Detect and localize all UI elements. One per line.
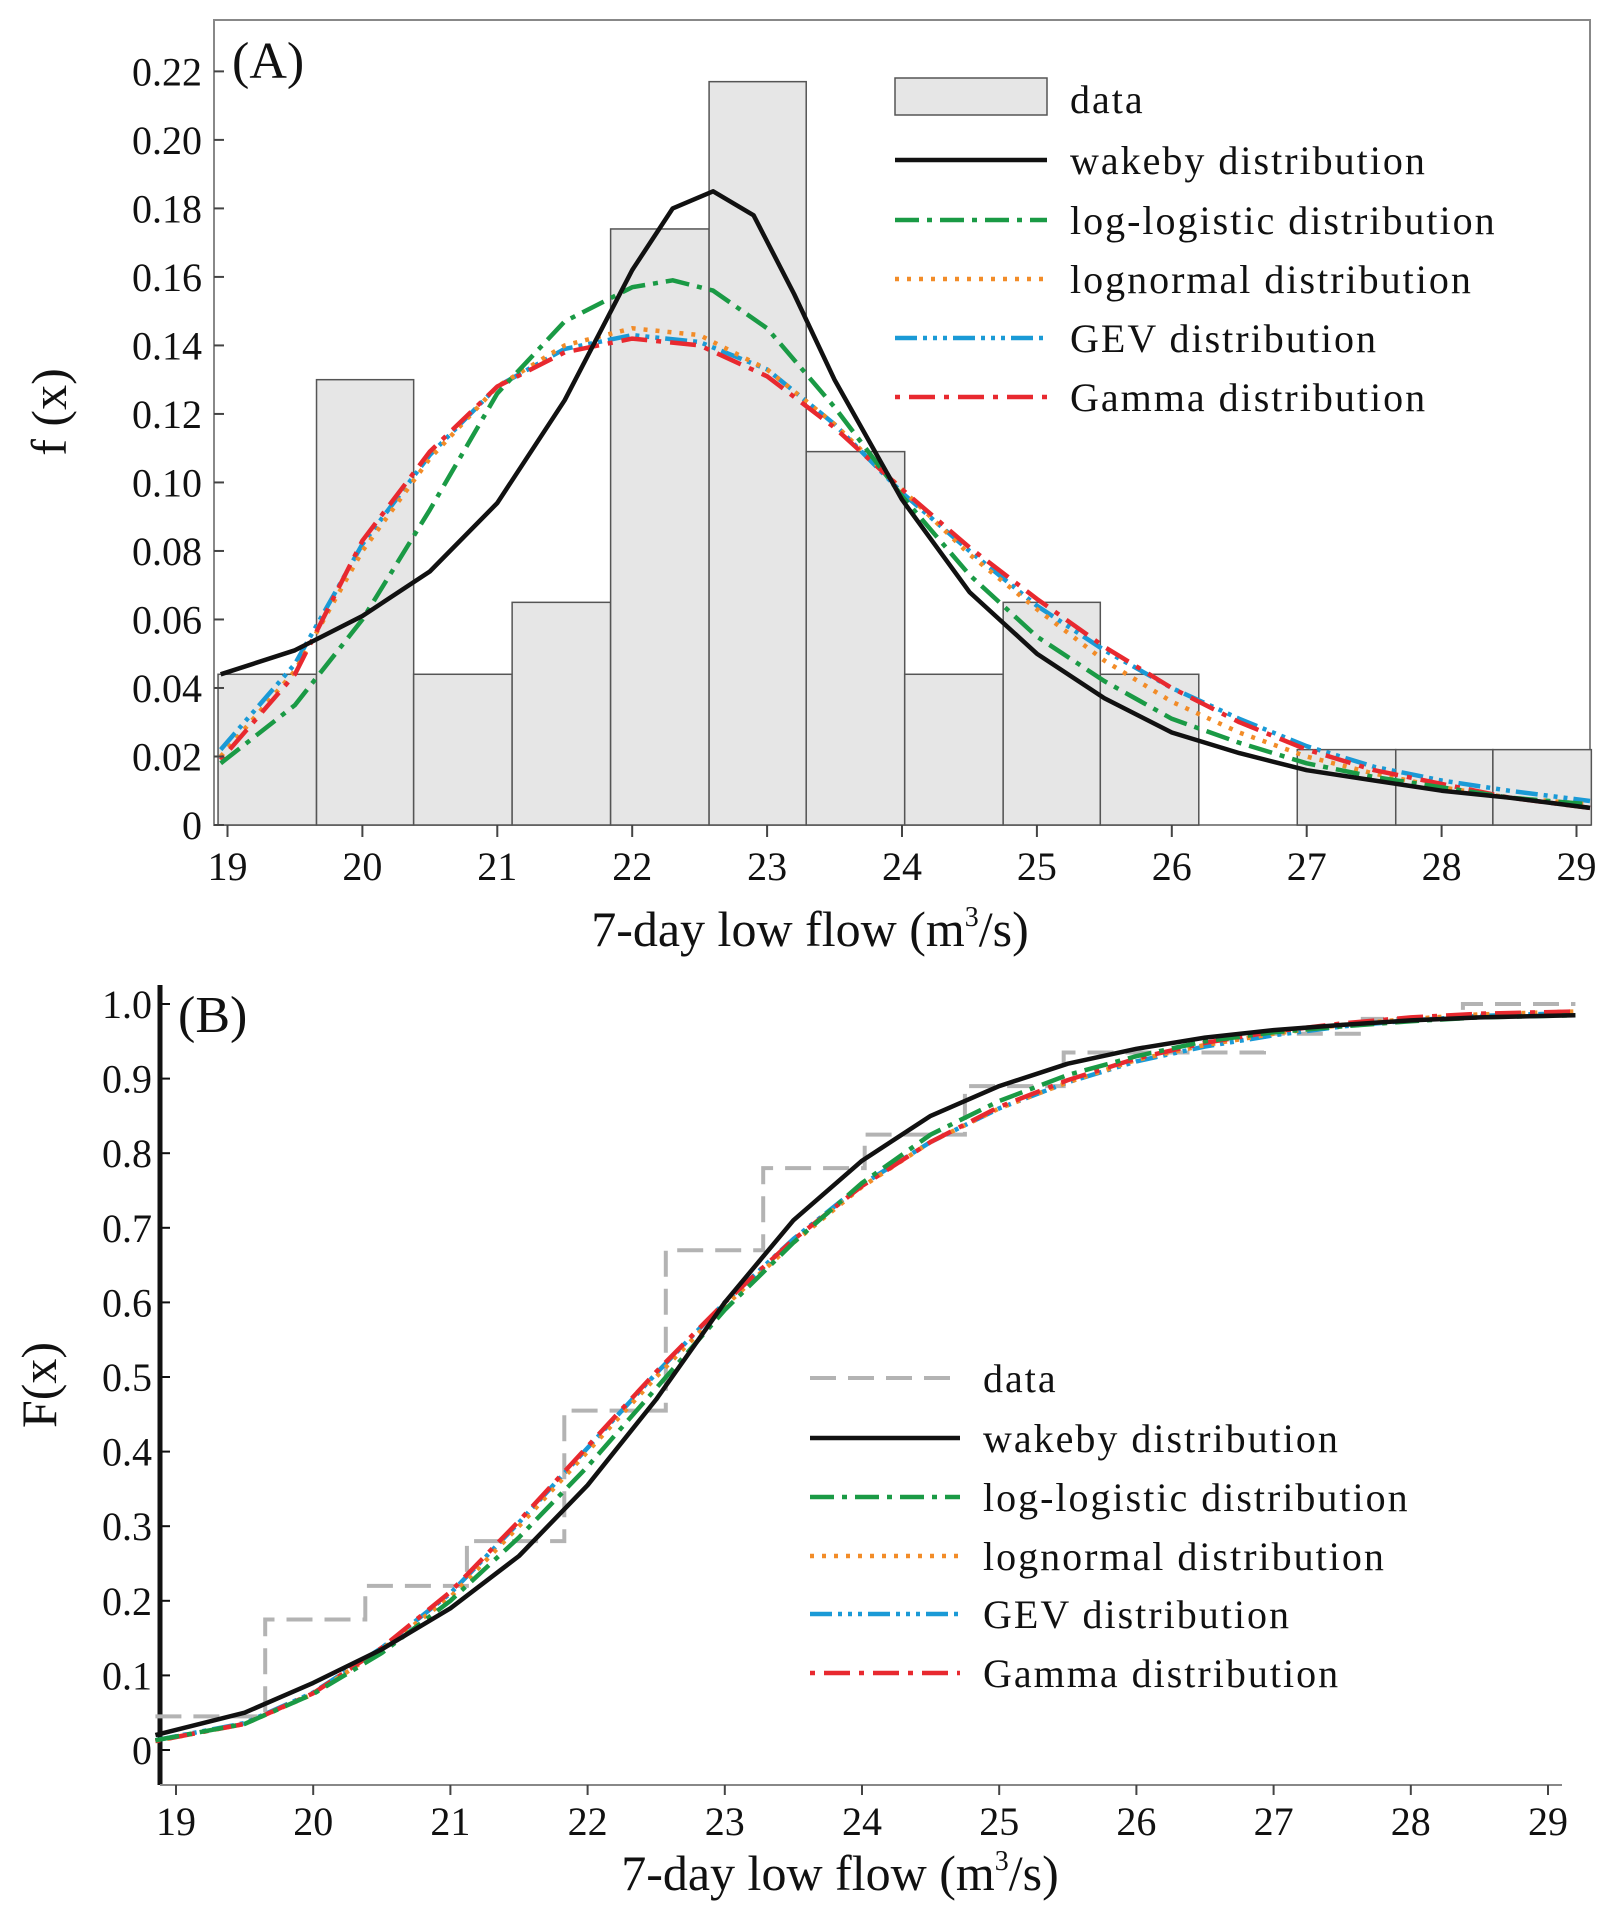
x-tick-label: 27 — [1254, 1799, 1294, 1844]
pdf-curves — [218, 189, 1591, 811]
x-axis-label-unit-sup: 3 — [965, 902, 979, 933]
legend-label-lognormal-distribution: lognormal distribution — [983, 1534, 1386, 1579]
y-tick-label: 0.5 — [102, 1355, 152, 1400]
y-tick-label: 0.18 — [132, 186, 202, 231]
y-tick-label: 0.9 — [102, 1057, 152, 1102]
x-tick-label: 29 — [1557, 844, 1597, 889]
y-axis-label: f (x) — [21, 368, 77, 455]
x-axis-label-text: 7-day low flow — [621, 1845, 939, 1901]
x-axis-label-unit: (m — [909, 901, 965, 957]
y-tick-label: 0 — [182, 803, 202, 848]
y-tick-label: 0.08 — [132, 529, 202, 574]
legend-label-gev-distribution: GEV distribution — [1070, 316, 1378, 361]
series-line-wakeby-distribution — [154, 1012, 1576, 1738]
x-tick-label: 24 — [882, 844, 922, 889]
y-tick-label: 0.3 — [102, 1504, 152, 1549]
legend-label-lognormal-distribution: lognormal distribution — [1070, 257, 1473, 302]
x-tick-label: 23 — [705, 1799, 745, 1844]
x-tick-label: 21 — [430, 1799, 470, 1844]
legend: data wakeby distribution log-logistic dist… — [810, 1356, 1410, 1696]
x-tick-label: 25 — [1017, 844, 1057, 889]
legend-label-gamma-distribution: Gamma distribution — [1070, 375, 1427, 420]
series-step-data — [155, 1002, 1576, 1719]
legend-label-wakeby-distribution: wakeby distribution — [1070, 138, 1427, 183]
legend-swatch-data — [894, 77, 1048, 116]
legend: data wakeby distribution log-logistic dist… — [894, 77, 1497, 420]
legend-label-data: data — [983, 1356, 1058, 1401]
y-tick-label: 0.04 — [132, 666, 202, 711]
y-axis-label: F(x) — [11, 1342, 67, 1428]
y-tick-label: 0.7 — [102, 1206, 152, 1251]
x-tick-label: 23 — [747, 844, 787, 889]
x-axis-label-unit-suffix: /s) — [979, 901, 1029, 957]
x-tick-label: 29 — [1528, 1799, 1568, 1844]
y-tick-label: 0.4 — [102, 1430, 152, 1475]
legend-label-log-logistic-distribution: log-logistic distribution — [1070, 198, 1497, 243]
x-tick-label: 28 — [1391, 1799, 1431, 1844]
x-axis-label-unit: (m — [939, 1845, 995, 1901]
series-line-log-logistic-distribution — [219, 278, 1591, 807]
x-tick-label: 19 — [207, 844, 247, 889]
x-axis-label-unit-sup: 3 — [995, 1846, 1009, 1877]
x-axis-label-unit-suffix: /s) — [1009, 1845, 1059, 1901]
x-tick-label: 26 — [1116, 1799, 1156, 1844]
y-axis-ticks: 0 0.02 0.04 0.06 0.08 0.10 0.12 0.14 0.16 0.18 0.2… — [132, 49, 224, 848]
y-tick-label: 0.8 — [102, 1131, 152, 1176]
y-tick-label: 0.06 — [132, 597, 202, 642]
x-tick-label: 24 — [842, 1799, 882, 1844]
x-tick-label: 25 — [979, 1799, 1019, 1844]
x-axis-label: 7-day low flow (m3/s) — [591, 901, 1029, 957]
x-axis-ticks: 19 20 21 22 23 24 25 26 27 28 29 — [156, 1785, 1568, 1844]
legend-label-wakeby-distribution: wakeby distribution — [983, 1416, 1340, 1461]
histogram-bars — [217, 80, 1593, 826]
x-tick-label: 21 — [477, 844, 517, 889]
histogram-bar — [708, 80, 807, 826]
y-tick-label: 0.12 — [132, 392, 202, 437]
y-tick-label: 0 — [132, 1728, 152, 1773]
x-tick-label: 27 — [1287, 844, 1327, 889]
panel-label: (A) — [232, 33, 304, 90]
histogram-bar — [1492, 748, 1593, 826]
y-axis-ticks: 0 0.1 0.2 0.3 0.4 0.5 0.6 0.7 0.8 0.9 1.0 — [102, 982, 170, 1773]
x-tick-label: 22 — [568, 1799, 608, 1844]
y-tick-label: 0.16 — [132, 255, 202, 300]
y-tick-label: 0.10 — [132, 460, 202, 505]
y-tick-label: 0.20 — [132, 118, 202, 163]
histogram-bar — [903, 673, 1004, 826]
y-tick-label: 0.1 — [102, 1653, 152, 1698]
y-tick-label: 1.0 — [102, 982, 152, 1027]
panel-a-chart: 0 0.02 0.04 0.06 0.08 0.10 0.12 0.14 0.16 0.18 0.2… — [21, 19, 1597, 957]
panel-b-chart: 0 0.1 0.2 0.3 0.4 0.5 0.6 0.7 0.8 0.9 1.0 19 20 21 22 2… — [11, 982, 1576, 1901]
panel-label: (B) — [178, 987, 247, 1044]
histogram-bar — [511, 601, 612, 826]
x-tick-label: 26 — [1152, 844, 1192, 889]
histogram-bar — [412, 673, 513, 826]
y-tick-label: 0.22 — [132, 49, 202, 94]
histogram-bar — [1099, 673, 1200, 826]
x-tick-label: 20 — [293, 1799, 333, 1844]
cdf-curves — [154, 1009, 1576, 1744]
series-line-gamma-distribution — [218, 336, 1591, 811]
y-tick-label: 0.6 — [102, 1280, 152, 1325]
x-axis-label: 7-day low flow (m3/s) — [621, 1845, 1059, 1901]
series-line-wakeby-distribution — [220, 189, 1591, 811]
histogram-bar — [609, 228, 710, 826]
legend-label-data: data — [1070, 77, 1145, 122]
histogram-bar — [805, 450, 906, 826]
legend-label-gamma-distribution: Gamma distribution — [983, 1651, 1340, 1696]
y-tick-label: 0.02 — [132, 734, 202, 779]
x-tick-label: 28 — [1422, 844, 1462, 889]
y-tick-label: 0.14 — [132, 323, 202, 368]
x-tick-label: 20 — [342, 844, 382, 889]
histogram-bar — [315, 378, 415, 826]
x-tick-label: 19 — [156, 1799, 196, 1844]
x-axis-label-text: 7-day low flow — [591, 901, 909, 957]
x-tick-label: 22 — [612, 844, 652, 889]
y-tick-label: 0.2 — [102, 1579, 152, 1624]
legend-label-gev-distribution: GEV distribution — [983, 1592, 1291, 1637]
x-axis-ticks: 19 20 21 22 23 24 25 26 27 28 29 — [207, 825, 1597, 889]
legend-label-log-logistic-distribution: log-logistic distribution — [983, 1475, 1410, 1520]
